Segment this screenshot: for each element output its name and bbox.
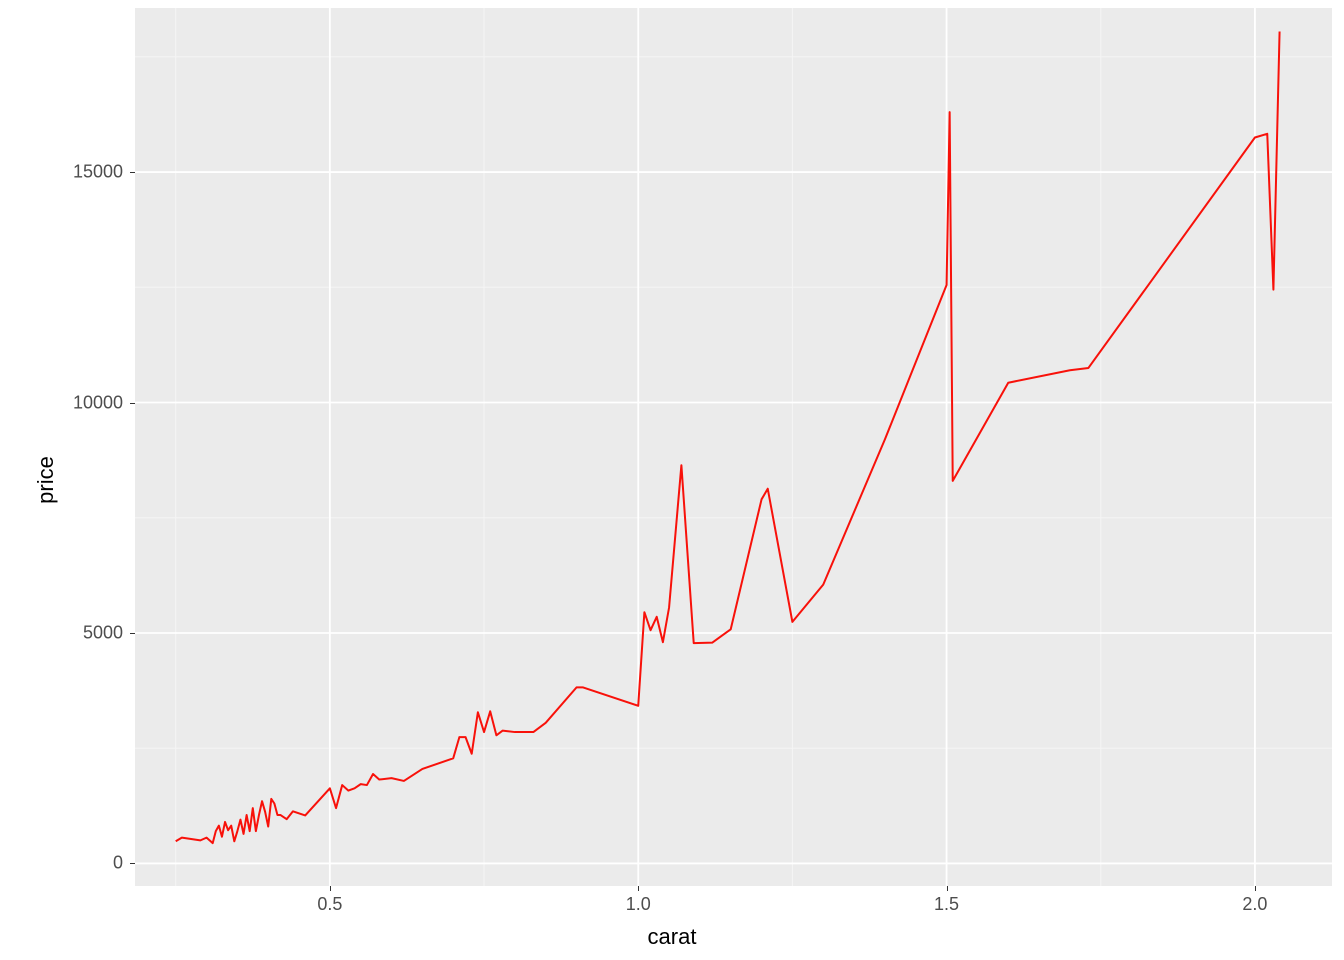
y-tick-label: 5000 — [43, 622, 123, 643]
plot-panel — [135, 8, 1332, 886]
y-tick-label: 10000 — [43, 392, 123, 413]
x-tick-label: 1.5 — [934, 894, 959, 915]
x-axis-label: carat — [648, 924, 697, 950]
chart-container: price carat 0 5000 10000 15000 0.5 1.0 1.5 2.0 — [0, 0, 1344, 960]
y-tick-label: 15000 — [43, 162, 123, 183]
y-axis-label: price — [33, 456, 59, 504]
y-tick-label: 0 — [43, 853, 123, 874]
panel-background — [135, 8, 1332, 886]
x-tick-label: 1.0 — [626, 894, 651, 915]
x-tick-label: 2.0 — [1242, 894, 1267, 915]
x-tick-label: 0.5 — [317, 894, 342, 915]
